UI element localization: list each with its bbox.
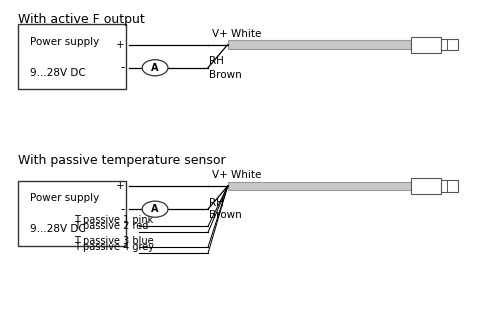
Text: A: A (152, 204, 159, 214)
Text: A: A (152, 63, 159, 73)
Text: RH: RH (210, 56, 224, 66)
Text: V+ White: V+ White (212, 29, 262, 39)
Bar (228, 182, 411, 190)
Text: 9...28V DC: 9...28V DC (30, 68, 86, 78)
Bar (442, 39, 458, 50)
Text: T passive 1 pink: T passive 1 pink (74, 215, 154, 225)
Text: With active F output: With active F output (18, 13, 144, 26)
Text: Brown: Brown (210, 210, 242, 220)
Text: V+ White: V+ White (212, 170, 262, 180)
Text: +: + (116, 181, 125, 191)
Bar (228, 40, 411, 49)
Text: Power supply: Power supply (30, 37, 99, 47)
Circle shape (142, 60, 168, 76)
Bar (442, 180, 458, 192)
Text: RH: RH (210, 198, 224, 208)
Text: T passive 3 blue: T passive 3 blue (74, 236, 154, 246)
Bar (411, 37, 442, 53)
Text: Brown: Brown (210, 70, 242, 80)
Text: With passive temperature sensor: With passive temperature sensor (18, 154, 225, 167)
Text: 9...28V DC: 9...28V DC (30, 225, 86, 234)
Bar (411, 178, 442, 194)
Text: +: + (116, 40, 125, 49)
Text: -: - (120, 203, 125, 216)
Text: Power supply: Power supply (30, 193, 99, 203)
Bar (18, 181, 126, 246)
Text: -: - (120, 61, 125, 74)
Text: T passive 2 red: T passive 2 red (74, 221, 149, 231)
Circle shape (142, 201, 168, 217)
Bar (18, 25, 126, 89)
Text: T passive 4 grey: T passive 4 grey (74, 242, 154, 252)
